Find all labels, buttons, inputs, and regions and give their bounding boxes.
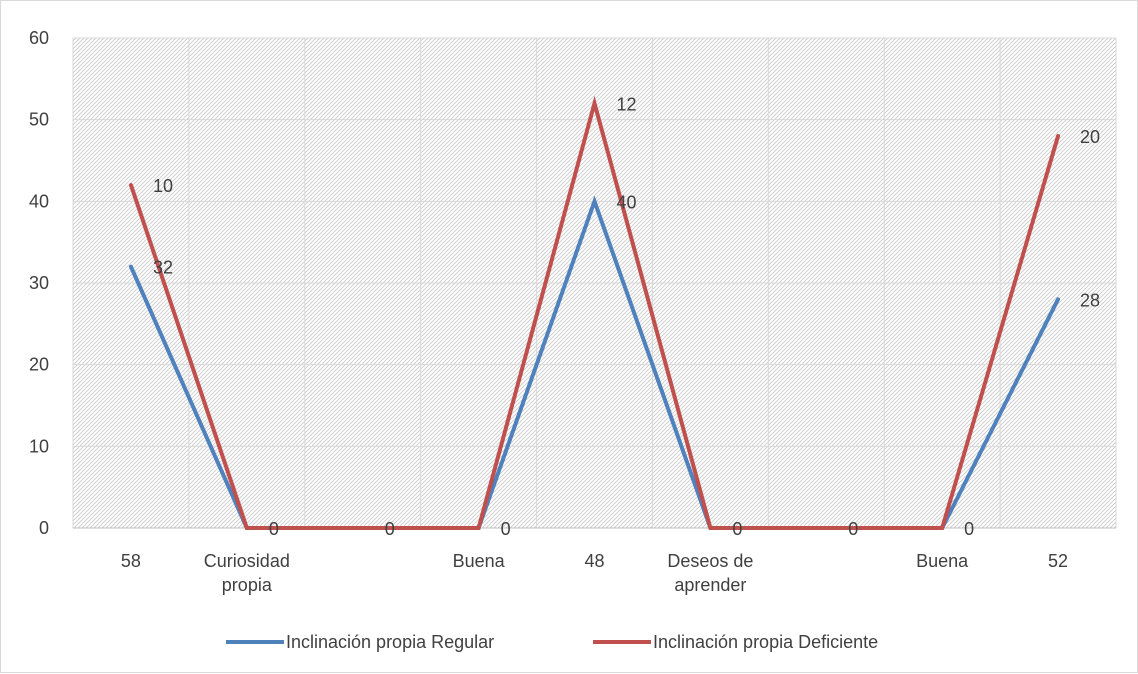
legend-label-1: Inclinación propia Deficiente <box>653 632 878 652</box>
x-category-label-0: 58 <box>121 551 141 571</box>
x-category-label-3: Buena <box>453 551 506 571</box>
series <box>128 95 1061 530</box>
series-line-1 <box>128 95 1061 530</box>
data-label-s0-8: 28 <box>1080 290 1100 310</box>
legend-label-0: Inclinación propia Regular <box>286 632 494 652</box>
data-label-s0-4: 40 <box>617 192 637 212</box>
y-tick-label-20: 20 <box>29 355 49 375</box>
data-label-s0-2: 0 <box>385 519 395 539</box>
data-label-s0-6: 0 <box>848 519 858 539</box>
legend: Inclinación propia Regular Inclinación pr… <box>226 632 878 652</box>
x-category-label-4: 48 <box>584 551 604 571</box>
x-category-label-7: Buena <box>916 551 969 571</box>
y-tick-label-10: 10 <box>29 436 49 456</box>
y-tick-label-30: 30 <box>29 273 49 293</box>
y-tick-label-40: 40 <box>29 191 49 211</box>
data-label-s0-3: 0 <box>501 519 511 539</box>
data-label-s0-0: 32 <box>153 258 173 278</box>
data-label-s0-7: 0 <box>964 519 974 539</box>
data-label-s0-5: 0 <box>732 519 742 539</box>
x-category-label-8: 52 <box>1048 551 1068 571</box>
data-label-s0-1: 0 <box>269 519 279 539</box>
data-label-s1-0: 10 <box>153 176 173 196</box>
y-tick-label-0: 0 <box>39 518 49 538</box>
data-labels: 32 0 0 0 40 0 0 0 28 10 12 20 <box>153 94 1100 539</box>
x-category-label-5: Deseos de aprender <box>667 551 753 595</box>
data-label-s1-8: 20 <box>1080 127 1100 147</box>
gridlines <box>72 37 1117 529</box>
x-category-label-1: Curiosidad propia <box>204 551 290 595</box>
data-label-s1-4: 12 <box>617 94 637 114</box>
y-tick-label-60: 60 <box>29 28 49 48</box>
y-tick-label-50: 50 <box>29 110 49 130</box>
